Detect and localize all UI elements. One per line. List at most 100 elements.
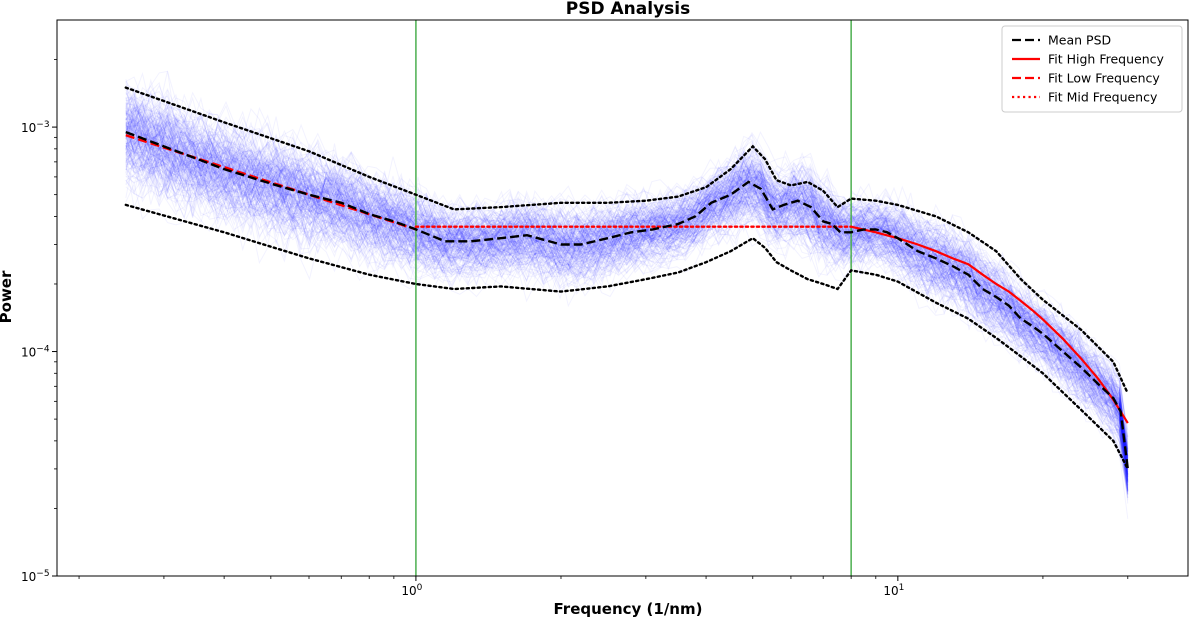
sample-psd-line [125, 133, 1129, 479]
y-axis-ticks: 10−5 10−4 10−3 [21, 59, 57, 584]
sample-psd-line [125, 167, 1129, 483]
sample-psd-line [125, 166, 1129, 492]
sample-psd-line [125, 105, 1129, 460]
sample-psd-line [125, 125, 1129, 467]
sample-psd-line [125, 140, 1129, 491]
sample-psd-line [125, 123, 1129, 481]
sample-psd-line [125, 120, 1129, 462]
sample-psd-line [125, 119, 1129, 468]
sample-psd-line [125, 133, 1129, 461]
chart-title: PSD Analysis [566, 0, 690, 19]
sample-psd-line [125, 133, 1129, 492]
sample-psd-line [125, 163, 1129, 496]
sample-psd-line [125, 137, 1129, 476]
sample-psd-line [125, 104, 1129, 460]
sample-psd-line [125, 111, 1129, 484]
sample-psd-line [125, 114, 1129, 457]
sample-psd-line [125, 86, 1129, 453]
sample-psd-line [125, 134, 1129, 467]
sample-psd-line [125, 122, 1129, 459]
sample-psd-line [125, 112, 1129, 470]
sample-psd-line [125, 116, 1129, 470]
sample-psd-line [125, 102, 1129, 460]
sample-psd-line [125, 124, 1129, 483]
sample-psd-line [125, 138, 1129, 484]
sample-psd-line [125, 128, 1129, 450]
sample-psd-line [125, 120, 1129, 462]
sample-psd-cloud [125, 70, 1129, 519]
sample-psd-line [125, 152, 1129, 484]
sample-psd-line [125, 137, 1129, 488]
sample-psd-line [125, 113, 1129, 475]
sample-psd-line [125, 145, 1129, 491]
legend-label: Fit Mid Frequency [1048, 90, 1158, 105]
sample-psd-line [125, 151, 1129, 482]
sample-psd-line [125, 126, 1129, 457]
sample-psd-line [125, 112, 1129, 481]
sample-psd-line [125, 158, 1129, 491]
sample-psd-line [125, 122, 1129, 476]
legend: Mean PSD Fit High Frequency Fit Low Freque… [1001, 25, 1183, 113]
sample-psd-line [125, 131, 1129, 494]
sample-psd-line [125, 120, 1129, 473]
sample-psd-line [125, 140, 1129, 488]
sample-psd-line [125, 128, 1129, 476]
series-line-lower-percentile [124, 203, 1129, 471]
sample-psd-line [125, 99, 1129, 457]
sample-psd-line [125, 109, 1129, 445]
sample-psd-line [125, 152, 1129, 495]
sample-psd-line [125, 144, 1129, 484]
sample-psd-line [125, 97, 1129, 446]
sample-psd-line [125, 114, 1129, 459]
sample-psd-line [125, 110, 1129, 474]
sample-psd-line [125, 134, 1129, 470]
sample-psd-line [125, 139, 1129, 471]
sample-psd-line [125, 155, 1129, 490]
sample-psd-line [125, 81, 1129, 431]
sample-psd-line [125, 119, 1129, 440]
sample-psd-line [125, 114, 1129, 467]
sample-psd-line [125, 117, 1129, 467]
legend-box [1001, 25, 1183, 113]
sample-psd-line [125, 84, 1129, 444]
sample-psd-line [125, 111, 1129, 462]
sample-psd-line [125, 146, 1129, 495]
sample-psd-line [125, 106, 1129, 471]
sample-psd-line [125, 163, 1129, 492]
sample-psd-line [125, 111, 1129, 478]
sample-psd-line [125, 89, 1129, 453]
sample-psd-line [125, 149, 1129, 499]
sample-psd-line [125, 150, 1129, 491]
y-tick-label: 10−3 [21, 120, 50, 135]
sample-psd-line [125, 107, 1129, 453]
sample-psd-line [125, 76, 1129, 457]
sample-psd-line [125, 136, 1129, 487]
sample-psd-line [125, 131, 1129, 479]
sample-psd-line [125, 155, 1129, 498]
x-tick-label: 101 [883, 583, 904, 598]
sample-psd-line [125, 116, 1129, 475]
sample-psd-line [125, 182, 1129, 519]
sample-psd-line [125, 145, 1129, 482]
sample-psd-line [125, 135, 1129, 482]
x-axis-ticks: 100 101 [78, 576, 1129, 598]
sample-psd-line [125, 107, 1129, 465]
sample-psd-line [125, 131, 1129, 478]
sample-psd-line [125, 123, 1129, 462]
sample-psd-line [125, 135, 1129, 476]
y-axis-label: Power [0, 270, 15, 323]
sample-psd-line [125, 107, 1129, 463]
sample-psd-line [125, 162, 1129, 490]
sample-psd-line [125, 124, 1129, 457]
sample-psd-line [125, 122, 1129, 482]
sample-psd-line [125, 111, 1129, 476]
sample-psd-line [125, 87, 1129, 440]
sample-psd-line [125, 147, 1129, 475]
sample-psd-line [125, 111, 1129, 462]
sample-psd-line [125, 125, 1129, 464]
sample-psd-line [125, 130, 1129, 482]
series-layer [124, 86, 1129, 471]
sample-psd-line [125, 140, 1129, 486]
sample-psd-line [125, 142, 1129, 495]
